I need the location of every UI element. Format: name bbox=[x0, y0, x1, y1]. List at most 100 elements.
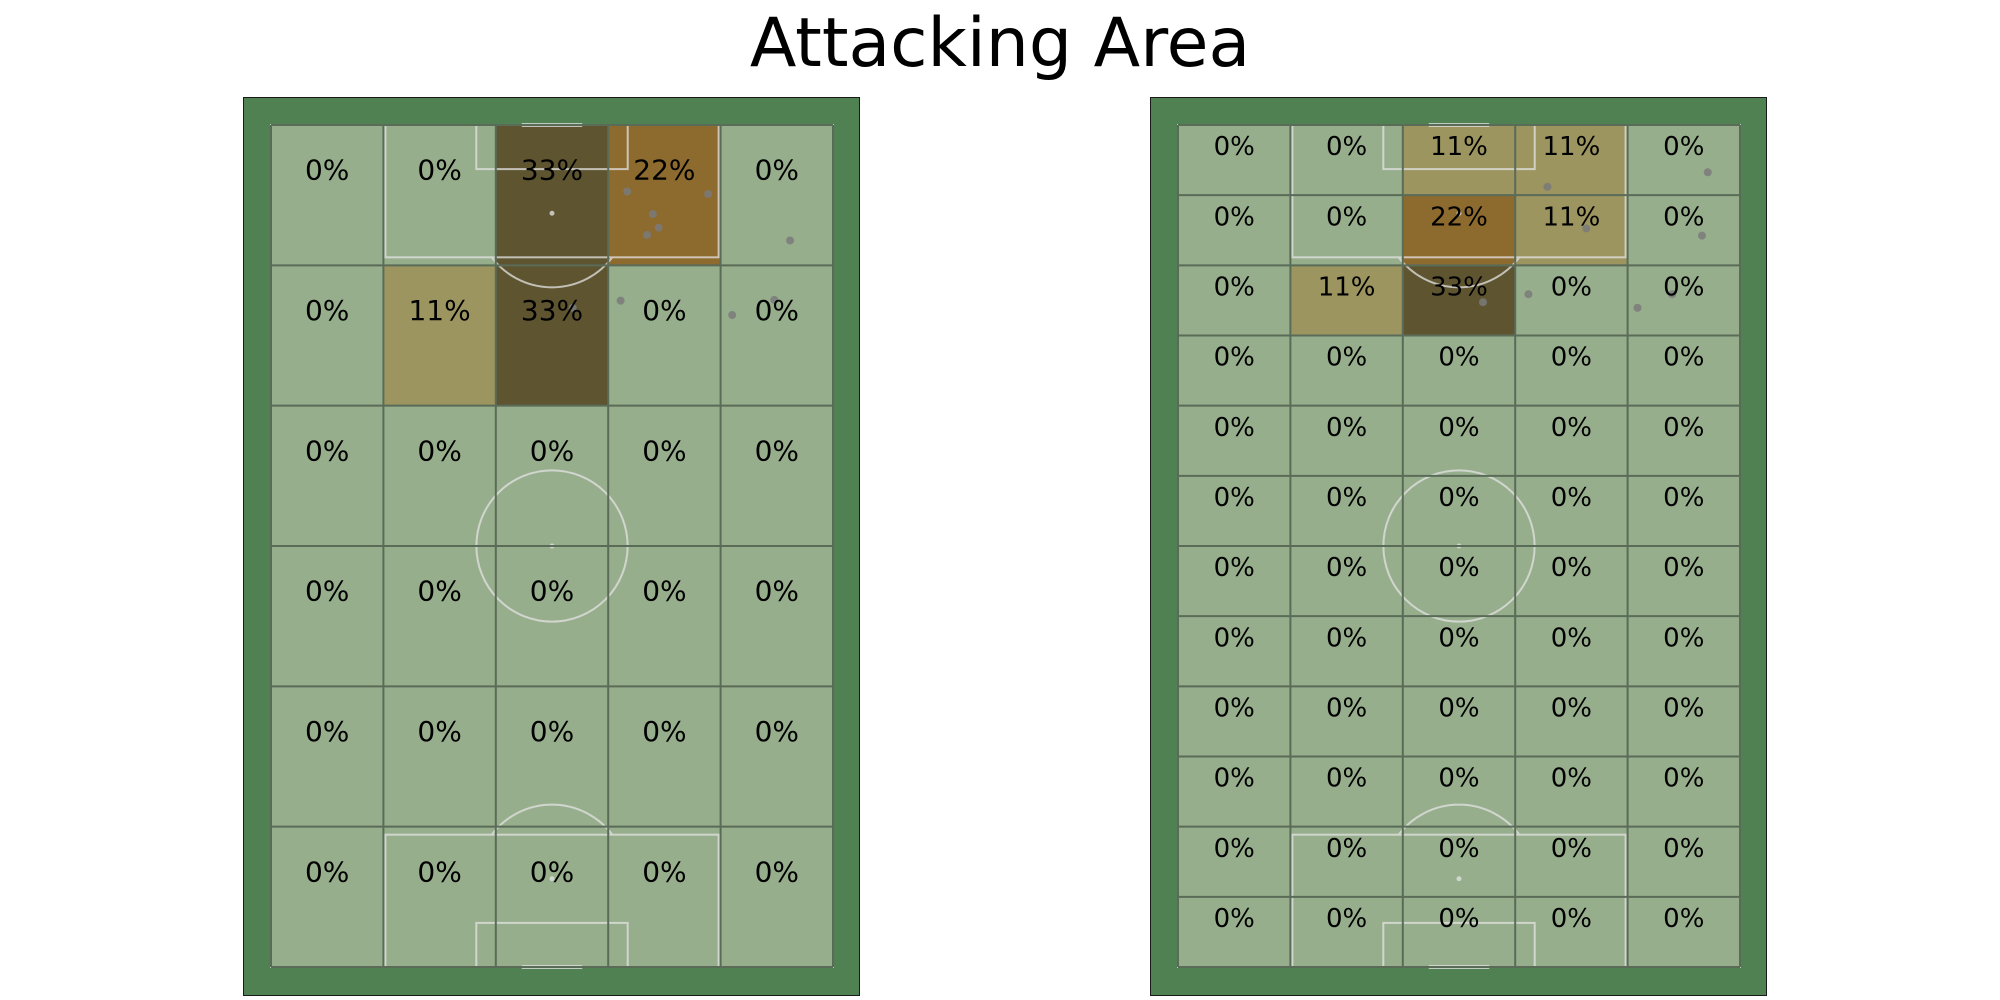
cell-label: 0% bbox=[1663, 272, 1704, 302]
cell-label: 0% bbox=[1551, 413, 1592, 443]
cell-label: 11% bbox=[408, 294, 470, 327]
cell-label: 0% bbox=[1438, 623, 1479, 653]
cell-label: 0% bbox=[1551, 764, 1592, 794]
cell-label: 0% bbox=[1214, 413, 1255, 443]
heat-cell bbox=[1627, 475, 1740, 546]
heat-cell bbox=[1402, 616, 1516, 687]
cell-label: 0% bbox=[530, 434, 574, 467]
cell-label: 0% bbox=[755, 855, 799, 888]
heat-cell bbox=[608, 265, 721, 406]
heat-cell bbox=[1178, 265, 1291, 336]
cell-label: 0% bbox=[642, 434, 686, 467]
heat-cell bbox=[608, 826, 721, 967]
event-point bbox=[616, 296, 625, 305]
cell-label: 0% bbox=[1551, 483, 1592, 513]
heat-cell bbox=[1178, 475, 1291, 546]
cell-label: 0% bbox=[1214, 483, 1255, 513]
grid-lines bbox=[270, 124, 834, 968]
heat-cell bbox=[1627, 756, 1740, 827]
heat-cell bbox=[1178, 405, 1291, 476]
penalty-spot-bottom bbox=[1456, 876, 1462, 882]
heat-cell bbox=[720, 546, 833, 687]
cell-label: 0% bbox=[305, 715, 349, 748]
cell-label: 11% bbox=[1543, 202, 1601, 232]
heat-cell bbox=[383, 405, 496, 546]
heat-cell bbox=[1627, 335, 1740, 406]
cell-label: 0% bbox=[1551, 693, 1592, 723]
event-point bbox=[770, 295, 779, 304]
cell-label: 0% bbox=[755, 294, 799, 327]
cell-label: 22% bbox=[1430, 202, 1488, 232]
heat-cell bbox=[495, 125, 609, 266]
penalty-spot-bottom bbox=[549, 876, 555, 882]
cell-label: 11% bbox=[1543, 132, 1601, 162]
event-point bbox=[1582, 224, 1591, 233]
heat-cell bbox=[271, 826, 384, 967]
cell-label: 0% bbox=[1326, 413, 1367, 443]
cell-label: 0% bbox=[1438, 764, 1479, 794]
event-point bbox=[654, 223, 663, 232]
heat-cell bbox=[1515, 756, 1628, 827]
cell-label: 0% bbox=[1214, 272, 1255, 302]
heat-cell bbox=[1627, 265, 1740, 336]
cell-label: 0% bbox=[1438, 834, 1479, 864]
cell-label: 0% bbox=[642, 715, 686, 748]
heat-cell bbox=[1515, 335, 1628, 406]
cell-label: 0% bbox=[417, 434, 461, 467]
cell-label: 0% bbox=[305, 154, 349, 187]
cell-label: 0% bbox=[1663, 132, 1704, 162]
cell-label: 0% bbox=[1214, 343, 1255, 373]
heat-cell bbox=[720, 125, 833, 266]
heat-cell bbox=[1402, 826, 1516, 897]
heat-cell bbox=[1178, 125, 1291, 196]
heat-cell bbox=[1178, 896, 1291, 967]
cell-label: 0% bbox=[1326, 202, 1367, 232]
heat-cell bbox=[1515, 405, 1628, 476]
cell-label: 0% bbox=[1663, 693, 1704, 723]
heat-cell bbox=[495, 546, 609, 687]
event-point bbox=[786, 236, 795, 245]
cell-label: 0% bbox=[1663, 553, 1704, 583]
heat-cell bbox=[1402, 475, 1516, 546]
event-point bbox=[1543, 182, 1552, 191]
penalty-arc-top bbox=[1397, 256, 1521, 289]
heat-cell bbox=[720, 405, 833, 546]
heat-cell bbox=[1290, 335, 1403, 406]
event-point bbox=[643, 230, 652, 239]
cell-label: 0% bbox=[530, 715, 574, 748]
heat-cell bbox=[1178, 686, 1291, 757]
cell-label: 0% bbox=[1326, 693, 1367, 723]
cell-label: 0% bbox=[1663, 904, 1704, 934]
cell-label: 22% bbox=[633, 154, 695, 187]
cell-label: 0% bbox=[1438, 343, 1479, 373]
cell-label: 0% bbox=[1326, 623, 1367, 653]
heat-cell bbox=[1515, 686, 1628, 757]
event-point bbox=[704, 189, 713, 198]
heat-cell bbox=[1178, 335, 1291, 406]
cell-label: 0% bbox=[1214, 693, 1255, 723]
event-point bbox=[1703, 168, 1712, 177]
cell-label: 11% bbox=[1430, 132, 1488, 162]
heat-cell bbox=[1290, 686, 1403, 757]
heat-cell bbox=[1402, 195, 1516, 266]
cell-label: 0% bbox=[1551, 904, 1592, 934]
heat-cell bbox=[720, 265, 833, 406]
cell-label: 33% bbox=[521, 294, 583, 327]
heat-cell bbox=[1402, 686, 1516, 757]
cell-label: 0% bbox=[1551, 553, 1592, 583]
cell-label: 0% bbox=[1551, 343, 1592, 373]
cell-label: 0% bbox=[305, 434, 349, 467]
cell-label: 0% bbox=[1551, 623, 1592, 653]
cell-label: 0% bbox=[1214, 904, 1255, 934]
heat-cell bbox=[1290, 756, 1403, 827]
heat-cell bbox=[383, 125, 496, 266]
heat-cell bbox=[1178, 756, 1291, 827]
pitch-heatmap-right: 0% 0% 11% 11% 0% 0% 0% 22% 11% 0% 0% 11% 33% 0% 0% 0% 0%… bbox=[1150, 97, 1767, 996]
cell-label: 0% bbox=[1663, 202, 1704, 232]
heat-cell bbox=[383, 546, 496, 687]
cell-label: 0% bbox=[1214, 623, 1255, 653]
heat-cell bbox=[1627, 546, 1740, 617]
heat-cell bbox=[1515, 195, 1628, 266]
cell-label: 0% bbox=[1551, 272, 1592, 302]
cell-label: 11% bbox=[1318, 272, 1376, 302]
